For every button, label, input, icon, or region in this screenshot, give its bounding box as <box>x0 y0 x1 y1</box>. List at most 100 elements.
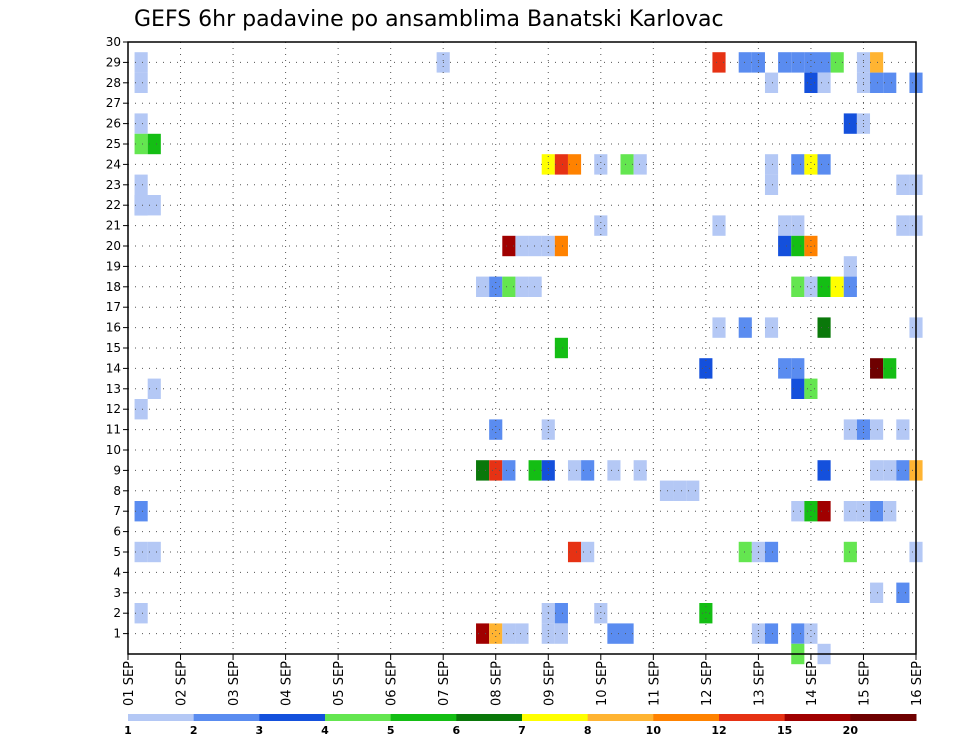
heatmap-cell <box>738 317 752 338</box>
heatmap-cell <box>791 276 805 297</box>
heatmap-cell <box>502 235 516 257</box>
x-tick-label: 08 SEP <box>490 661 505 706</box>
plot-frame <box>127 41 917 655</box>
y-tick-label: 14 <box>106 361 121 375</box>
legend-label: 3 <box>256 724 264 737</box>
y-tick-label: 24 <box>106 157 121 171</box>
y-tick-label: 10 <box>106 443 121 457</box>
x-tick-label: 13 SEP <box>752 661 767 706</box>
heatmap-cell <box>554 337 568 359</box>
heatmap-cell <box>843 256 857 277</box>
heatmap-cell <box>843 276 857 297</box>
y-tick-label: 22 <box>106 198 121 212</box>
y-tick-label: 7 <box>113 504 121 518</box>
heatmap-cell <box>620 623 634 644</box>
y-tick-label: 4 <box>113 565 121 579</box>
heatmap-cell <box>515 276 529 297</box>
heatmap-cell <box>699 603 713 624</box>
heatmap-cell <box>804 276 818 297</box>
legend-swatch <box>325 714 392 721</box>
heatmap-cell <box>791 358 805 379</box>
y-tick-label: 25 <box>106 137 121 151</box>
heatmap-cell <box>528 460 542 481</box>
legend-swatch <box>193 714 260 721</box>
heatmap-cell <box>554 154 568 175</box>
heatmap-cell <box>896 460 910 481</box>
x-tick-label: 12 SEP <box>700 661 715 706</box>
heatmap-cell <box>764 72 779 93</box>
heatmap-cell <box>791 501 805 522</box>
y-tick-label: 21 <box>106 219 121 233</box>
heatmap-cell <box>870 582 884 603</box>
heatmap-cell <box>778 215 792 236</box>
heatmap-cell <box>830 276 844 297</box>
y-tick-label: 29 <box>106 55 121 69</box>
y-tick-label: 5 <box>113 545 121 559</box>
y-tick-label: 16 <box>106 321 121 335</box>
y-tick-label: 23 <box>106 178 121 192</box>
heatmap-cell <box>515 623 529 644</box>
heatmap-cell <box>883 358 897 379</box>
heatmap-cell <box>489 623 503 644</box>
grid-lines <box>128 41 916 654</box>
heatmap-cell <box>686 480 700 501</box>
y-tick-label: 12 <box>106 402 121 416</box>
heatmap-cell <box>147 541 161 563</box>
heatmap-cell <box>581 541 595 563</box>
legend-label: 12 <box>711 724 726 737</box>
y-tick-label: 13 <box>106 382 121 396</box>
heatmap-cell <box>870 419 884 440</box>
legend-label: 8 <box>584 724 592 737</box>
heatmap-cell <box>817 276 831 297</box>
heatmap-cell <box>554 235 568 257</box>
x-tick-label: 06 SEP <box>385 661 400 706</box>
heatmap-cells <box>134 52 923 665</box>
legend-label: 5 <box>387 724 395 737</box>
y-tick-label: 6 <box>113 525 121 539</box>
heatmap-cell <box>817 72 831 93</box>
heatmap-cell <box>843 541 857 563</box>
heatmap-cell <box>870 460 884 481</box>
x-tick-label: 14 SEP <box>805 661 820 706</box>
heatmap-cell <box>817 317 831 338</box>
x-tick-label: 11 SEP <box>647 661 662 706</box>
legend-label: 4 <box>321 724 329 737</box>
heatmap-cell <box>633 154 647 175</box>
heatmap-cell <box>581 460 595 481</box>
legend-swatch <box>128 714 195 721</box>
legend-swatch <box>522 714 589 721</box>
heatmap-cell <box>883 460 897 481</box>
x-tick-label: 01 SEP <box>122 661 137 706</box>
heatmap-cell <box>843 501 857 522</box>
heatmap-cell <box>870 52 884 73</box>
heatmap-cell <box>554 603 568 624</box>
legend-label: 2 <box>190 724 198 737</box>
chart-title: GEFS 6hr padavine po ansamblima Banatski… <box>134 7 724 32</box>
x-tick-label: 03 SEP <box>227 661 242 706</box>
heatmap-cell <box>489 419 503 440</box>
x-tick-label: 04 SEP <box>280 661 295 706</box>
heatmap-cell <box>489 460 503 481</box>
y-tick-label: 28 <box>106 76 121 90</box>
x-tick-label: 09 SEP <box>542 661 557 706</box>
x-tick-label: 05 SEP <box>332 661 347 706</box>
legend-swatch <box>259 714 326 721</box>
heatmap-cell <box>738 541 752 563</box>
heatmap-cell <box>791 215 805 236</box>
y-tick-label: 27 <box>106 96 121 110</box>
heatmap-cell <box>476 276 490 297</box>
heatmap-cell <box>502 623 516 644</box>
legend-label: 10 <box>646 724 662 737</box>
x-tick-label: 10 SEP <box>595 661 610 706</box>
heatmap-cell <box>896 174 910 195</box>
heatmap-cell <box>607 623 621 644</box>
heatmap-cell <box>502 460 516 481</box>
heatmap-cell <box>896 419 910 440</box>
y-tick-label: 3 <box>113 586 121 600</box>
heatmap-cell <box>778 235 792 257</box>
legend-swatch <box>587 714 654 721</box>
legend-swatch <box>784 714 851 721</box>
heatmap-cell <box>528 235 542 257</box>
heatmap-cell <box>502 276 516 297</box>
heatmap-cell <box>594 154 608 175</box>
